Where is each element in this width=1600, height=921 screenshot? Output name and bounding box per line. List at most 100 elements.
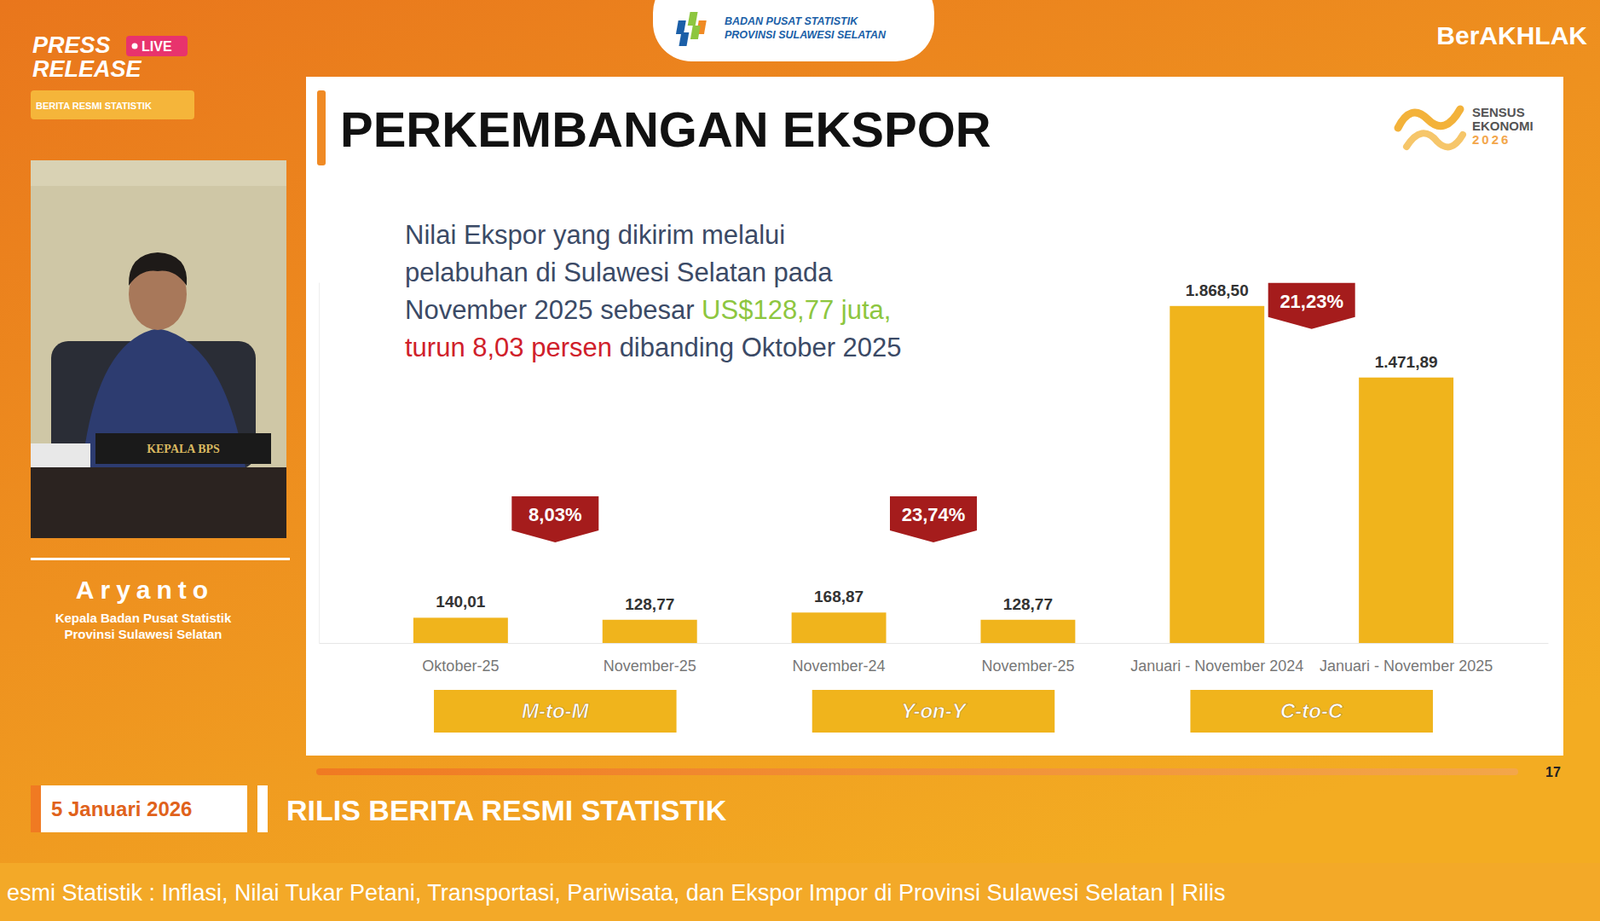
logo-block — [675, 20, 687, 35]
live-dot — [132, 43, 139, 50]
speaker-role: Kepala Badan Pusat Statistik — [55, 610, 232, 625]
data-label: 140,01 — [435, 592, 486, 611]
change-label: 21,23% — [1279, 290, 1344, 312]
change-label: 8,03% — [528, 503, 582, 526]
live-text: LIVE — [141, 39, 173, 54]
caption-accent — [257, 785, 268, 832]
change-badge — [889, 496, 977, 543]
caption: RILIS BERITA RESMI STATISTIK — [286, 793, 728, 826]
divider — [30, 557, 290, 561]
data-label: 1.868,50 — [1185, 281, 1249, 300]
x-tick: Januari - November 2024 — [1130, 642, 1304, 675]
x-tick-label: Oktober-25 — [421, 657, 499, 675]
x-axis-line — [319, 642, 1549, 644]
press-release-text: PRESS — [32, 32, 111, 58]
x-tick: November-24 — [792, 642, 886, 675]
data-labels: 140,01 128,77 168,87 128,77 1.868,50 1.471,89 — [435, 281, 1438, 613]
logo-text: SENSUS — [1472, 104, 1525, 120]
bps-logo — [675, 11, 707, 47]
logo-text: EKONOMI — [1472, 118, 1534, 133]
data-label: 168,87 — [814, 587, 864, 606]
slide-title: PERKEMBANGAN EKSPOR — [340, 101, 992, 157]
logo-pill — [652, 0, 935, 62]
group-box — [1189, 689, 1433, 733]
x-axis: Oktober-25 November-25 November-24 November… — [319, 642, 1549, 675]
data-label: 1.471,89 — [1374, 352, 1439, 371]
group-label: M-to-M — [521, 698, 590, 723]
group-box — [433, 689, 677, 733]
description-segment: dibanding Oktober 2025 — [612, 332, 902, 363]
background — [0, 0, 1600, 921]
x-tick-label: Januari - November 2025 — [1319, 657, 1493, 675]
page-number: 17 — [1545, 764, 1561, 780]
paper — [30, 443, 91, 468]
desk — [30, 467, 287, 538]
data-label: 128,77 — [624, 594, 675, 613]
description-segment: pelabuhan di Sulawesi Selatan pada — [404, 257, 833, 288]
video-wall — [30, 160, 287, 186]
brand: BerAKHLAK — [1436, 21, 1588, 50]
x-tick-label: Januari - November 2024 — [1130, 657, 1304, 675]
description-line: Nilai Ekspor yang dikirim melalui — [404, 219, 786, 250]
bar — [980, 619, 1075, 643]
bar — [1358, 377, 1454, 643]
ticker-band — [0, 862, 1600, 921]
bar — [413, 617, 509, 643]
description-line: November 2025 sebesar US$128,77 juta, — [404, 294, 891, 325]
date-box — [30, 785, 248, 832]
video-panel: KEPALA BPS — [30, 160, 287, 538]
slide — [306, 76, 1564, 756]
logo-text: BADAN PUSAT STATISTIK — [724, 15, 859, 28]
bar — [602, 619, 698, 643]
sensus-logo: SENSUSEKONOMI2026 — [1397, 104, 1534, 147]
description-segment: US$128,77 juta, — [701, 294, 891, 325]
bars — [413, 306, 1454, 643]
speaker-role: Provinsi Sulawesi Selatan — [63, 626, 222, 642]
ticker: esmi Statistik : Inflasi, Nilai Tukar Pe… — [6, 879, 1226, 906]
data-label: 128,77 — [1003, 594, 1053, 613]
berita-text: BERITA RESMI STATISTIK — [35, 100, 152, 111]
description-line: pelabuhan di Sulawesi Selatan pada — [404, 257, 833, 288]
x-tick-label: November-25 — [981, 657, 1075, 675]
description-segment: turun 8,03 persen — [404, 332, 613, 363]
date-text: 5 Januari 2026 — [51, 797, 192, 821]
logo-swirl — [1406, 132, 1463, 147]
bar — [1169, 306, 1265, 643]
group-box — [812, 689, 1056, 733]
y-axis — [318, 283, 320, 644]
live-badge — [126, 35, 188, 57]
description-segment: Nilai Ekspor yang dikirim melalui — [404, 219, 786, 250]
logo-block — [678, 32, 689, 47]
y-axis-line — [318, 283, 320, 644]
x-tick-label: November-24 — [792, 657, 886, 675]
x-tick: Januari - November 2025 — [1319, 642, 1493, 675]
bar — [791, 612, 887, 643]
video-backdrop — [30, 160, 287, 538]
change-label: 23,74% — [901, 503, 966, 526]
change-badge — [511, 496, 599, 543]
group-label: Y-on-Y — [901, 698, 968, 723]
press-release-text: RELEASE — [32, 56, 143, 82]
date-accent — [30, 785, 41, 832]
press-release: PRESSRELEASE — [32, 32, 143, 82]
x-tick: November-25 — [981, 642, 1075, 675]
description-line: turun 8,03 persen dibanding Oktober 2025 — [404, 332, 902, 363]
group-label: C-to-C — [1280, 698, 1344, 723]
change-badge — [1268, 283, 1356, 330]
page: PRESSRELEASELIVEBERITA RESMI STATISTIKBA… — [0, 0, 1600, 921]
x-tick-label: November-25 — [603, 657, 697, 675]
description-segment: November 2025 sebesar — [404, 294, 702, 325]
logo-swirl — [1397, 109, 1461, 128]
nameplate — [95, 433, 272, 464]
x-tick: Oktober-25 — [421, 642, 499, 675]
logo-block — [687, 11, 699, 26]
nameplate-text: KEPALA BPS — [146, 442, 220, 456]
logo-text: 2026 — [1472, 132, 1511, 147]
title-accent — [317, 90, 326, 166]
logo-block — [690, 25, 701, 40]
speaker-name: Aryanto — [75, 575, 214, 604]
hair — [128, 252, 187, 286]
x-tick: November-25 — [603, 642, 697, 675]
berita-badge — [30, 90, 195, 120]
logo-text: PROVINSI SULAWESI SELATAN — [724, 28, 887, 41]
